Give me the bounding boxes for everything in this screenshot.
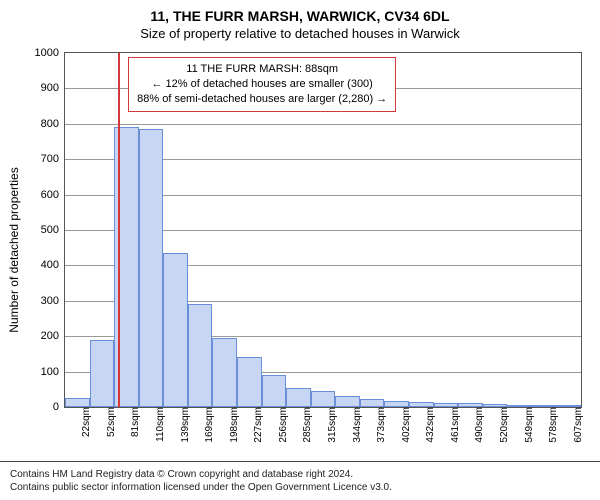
x-tick-label: 52sqm [102, 407, 117, 437]
histogram-bar [163, 253, 188, 407]
x-tick-label: 22sqm [77, 407, 92, 437]
property-marker-line [118, 53, 120, 407]
y-tick-label: 400 [41, 259, 65, 271]
x-tick-label: 110sqm [151, 407, 166, 442]
y-tick-label: 1000 [35, 47, 65, 59]
page-subtitle: Size of property relative to detached ho… [0, 24, 600, 41]
histogram-bar [65, 398, 90, 407]
y-tick-label: 900 [41, 82, 65, 94]
x-tick-label: 578sqm [544, 407, 559, 443]
callout-line-2: ← 12% of detached houses are smaller (30… [137, 77, 387, 92]
histogram-bar [90, 340, 115, 407]
footer-line-1: Contains HM Land Registry data © Crown c… [10, 468, 590, 481]
y-tick-label: 0 [53, 401, 65, 413]
property-callout: 11 THE FURR MARSH: 88sqm← 12% of detache… [128, 57, 396, 112]
y-tick-label: 500 [41, 224, 65, 236]
histogram-bar [262, 375, 287, 407]
chart-container: 11, THE FURR MARSH, WARWICK, CV34 6DL Si… [0, 0, 600, 500]
callout-line-1: 11 THE FURR MARSH: 88sqm [137, 62, 387, 77]
y-tick-label: 100 [41, 366, 65, 378]
histogram-bar [335, 396, 360, 407]
x-tick-label: 256sqm [274, 407, 289, 443]
x-tick-label: 169sqm [200, 407, 215, 443]
attribution-footer: Contains HM Land Registry data © Crown c… [0, 461, 600, 500]
histogram-bar [286, 388, 311, 407]
page-title: 11, THE FURR MARSH, WARWICK, CV34 6DL [0, 0, 600, 24]
y-tick-label: 300 [41, 295, 65, 307]
plot-area: 0100200300400500600700800900100022sqm52s… [64, 52, 582, 408]
x-tick-label: 139sqm [176, 407, 191, 443]
histogram-bar [212, 338, 237, 407]
x-tick-label: 461sqm [446, 407, 461, 443]
y-tick-label: 700 [41, 153, 65, 165]
histogram-bar [311, 391, 336, 407]
histogram-bar [237, 357, 262, 407]
y-axis-label: Number of detached properties [7, 167, 21, 332]
histogram-bar [188, 304, 213, 407]
x-tick-label: 402sqm [397, 407, 412, 443]
y-tick-label: 800 [41, 118, 65, 130]
gridline [65, 124, 581, 125]
x-tick-label: 607sqm [569, 407, 584, 443]
x-tick-label: 490sqm [470, 407, 485, 443]
x-tick-label: 520sqm [495, 407, 510, 443]
x-tick-label: 285sqm [298, 407, 313, 443]
histogram-bar [139, 129, 164, 407]
y-tick-label: 600 [41, 189, 65, 201]
callout-line-3: 88% of semi-detached houses are larger (… [137, 92, 387, 107]
chart-area: 0100200300400500600700800900100022sqm52s… [64, 52, 582, 408]
y-tick-label: 200 [41, 330, 65, 342]
footer-line-2: Contains public sector information licen… [10, 481, 590, 494]
x-tick-label: 198sqm [225, 407, 240, 443]
x-tick-label: 344sqm [348, 407, 363, 443]
histogram-bar [360, 399, 385, 407]
x-tick-label: 81sqm [126, 407, 141, 437]
x-tick-label: 373sqm [372, 407, 387, 443]
x-tick-label: 549sqm [520, 407, 535, 443]
x-tick-label: 432sqm [421, 407, 436, 443]
x-tick-label: 315sqm [323, 407, 338, 443]
x-tick-label: 227sqm [249, 407, 264, 443]
